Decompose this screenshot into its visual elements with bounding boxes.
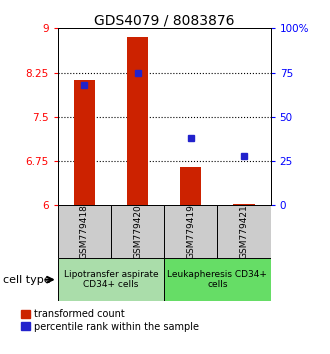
Text: cell type: cell type [3, 275, 51, 285]
Bar [164, 258, 271, 301]
Bar [58, 205, 111, 258]
Text: GSM779420: GSM779420 [133, 205, 142, 259]
Bar [164, 205, 217, 258]
Title: GDS4079 / 8083876: GDS4079 / 8083876 [94, 13, 234, 27]
Text: Lipotransfer aspirate
CD34+ cells: Lipotransfer aspirate CD34+ cells [64, 270, 158, 289]
Text: GSM779421: GSM779421 [240, 205, 248, 259]
Bar [74, 80, 95, 205]
Text: GSM779418: GSM779418 [80, 204, 89, 259]
Bar [111, 205, 164, 258]
Text: Leukapheresis CD34+
cells: Leukapheresis CD34+ cells [167, 270, 267, 289]
Bar [58, 258, 164, 301]
Bar [127, 37, 148, 205]
Text: GSM779419: GSM779419 [186, 204, 195, 259]
Bar [217, 205, 271, 258]
Bar [233, 204, 255, 205]
Bar [180, 167, 201, 205]
Legend: transformed count, percentile rank within the sample: transformed count, percentile rank withi… [21, 309, 199, 332]
